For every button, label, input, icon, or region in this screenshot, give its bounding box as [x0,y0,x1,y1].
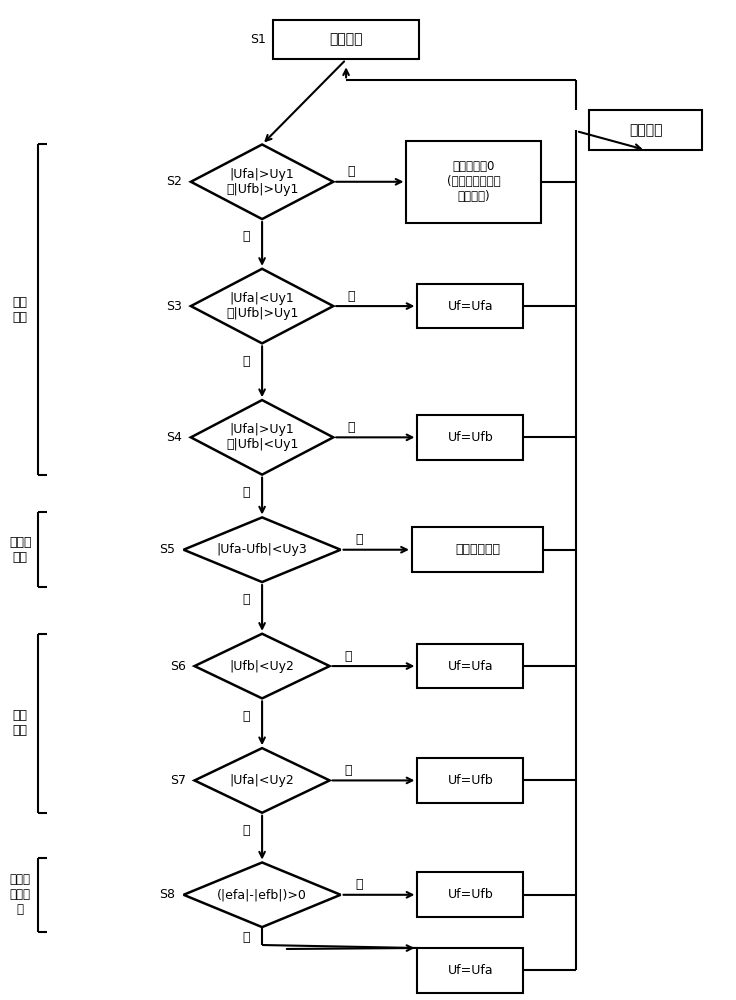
Text: |Ufa|>Uy1
且|Ufb|<Uy1: |Ufa|>Uy1 且|Ufb|<Uy1 [226,423,298,451]
Text: S8: S8 [159,888,174,901]
Text: 下一周期: 下一周期 [629,123,662,137]
Text: 否: 否 [242,355,250,368]
Text: Uf=Ufa: Uf=Ufa [447,964,493,977]
Text: S2: S2 [166,175,182,188]
Text: 是: 是 [344,764,352,777]
Polygon shape [183,862,341,927]
Text: 反馈通道不变: 反馈通道不变 [455,543,500,556]
Polygon shape [194,748,330,813]
Polygon shape [191,144,333,219]
Text: |Ufb|<Uy2: |Ufb|<Uy2 [230,660,294,673]
Text: |Ufa|>Uy1
且|Ufb|>Uy1: |Ufa|>Uy1 且|Ufb|>Uy1 [226,168,298,196]
Text: S7: S7 [170,774,185,787]
Bar [417,758,523,803]
Bar [417,284,523,328]
Text: 是: 是 [355,878,363,891]
Text: 与指令
误差判
决: 与指令 误差判 决 [10,873,31,916]
Text: 是: 是 [348,421,355,434]
Text: Uf=Ufb: Uf=Ufb [447,431,493,444]
Bar [417,644,523,688]
Text: 否: 否 [242,931,250,944]
Text: 是: 是 [348,290,355,303]
Text: 否: 否 [242,486,250,499]
Text: Uf=Ufb: Uf=Ufb [447,774,493,787]
Text: (|efa|-|efb|)>0: (|efa|-|efb|)>0 [217,888,307,901]
Text: S6: S6 [170,660,185,673]
Text: 否: 否 [242,230,250,243]
Text: Uf=Ufa: Uf=Ufa [447,300,493,313]
Bar [406,141,542,223]
Polygon shape [183,517,341,582]
Bar [589,110,702,150]
Text: 是: 是 [348,165,355,178]
Bar [417,872,523,917]
Text: 否: 否 [242,824,250,837]
Text: 控制输出置0
(即伺服机构无控
制力输出): 控制输出置0 (即伺服机构无控 制力输出) [447,160,500,203]
Text: 一致性
判决: 一致性 判决 [9,536,32,564]
Text: 零値
判决: 零値 判决 [13,709,28,737]
Text: S5: S5 [159,543,174,556]
Bar [273,20,419,59]
Bar [412,527,543,572]
Text: S1: S1 [250,33,266,46]
Text: 是: 是 [355,533,363,546]
Text: 极値
判决: 极値 判决 [13,296,28,324]
Polygon shape [194,634,330,698]
Text: 是: 是 [344,650,352,663]
Text: |Ufa-Ufb|<Uy3: |Ufa-Ufb|<Uy3 [216,543,308,556]
Text: 否: 否 [242,593,250,606]
Text: S3: S3 [166,300,182,313]
Bar [417,948,523,993]
Text: Uf=Ufb: Uf=Ufb [447,888,493,901]
Polygon shape [191,269,333,343]
Text: 设定阀値: 设定阀値 [329,33,363,47]
Text: |Ufa|<Uy2: |Ufa|<Uy2 [230,774,294,787]
Text: |Ufa|<Uy1
且|Ufb|>Uy1: |Ufa|<Uy1 且|Ufb|>Uy1 [226,292,298,320]
Text: 否: 否 [242,710,250,723]
Text: Uf=Ufa: Uf=Ufa [447,660,493,673]
Polygon shape [191,400,333,475]
Text: S4: S4 [166,431,182,444]
Bar [417,415,523,460]
